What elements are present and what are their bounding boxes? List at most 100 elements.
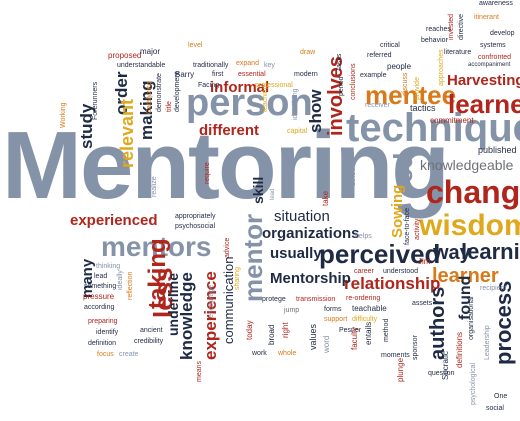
word-skill: skill	[250, 176, 266, 204]
word-focus: focus	[97, 351, 114, 358]
word-usually: usually	[270, 245, 322, 262]
word-published: published	[478, 145, 517, 155]
word-forms: forms	[324, 306, 342, 313]
word-assets: assets	[412, 300, 433, 307]
word-sharing: sharing	[234, 267, 241, 290]
word-situation: situation	[274, 208, 330, 225]
word-title: title	[166, 101, 173, 112]
word-teaching: teaching	[262, 85, 269, 112]
word-show: show	[306, 89, 325, 133]
word-awareness: awareness	[479, 0, 513, 7]
word-proposed: proposed	[108, 51, 142, 60]
word-capital: capital	[287, 128, 308, 135]
word-something: something	[84, 283, 117, 290]
word-moments: method	[383, 318, 390, 342]
word-example: example	[360, 72, 387, 79]
word-social: One	[494, 393, 508, 400]
word-major: major	[140, 47, 161, 56]
word-since: lead	[270, 188, 276, 200]
word-level: draw	[300, 49, 316, 56]
word-create: create	[119, 351, 139, 358]
word-right: right	[281, 322, 290, 338]
word-discuss: discuss	[402, 72, 409, 96]
word-catalyzing: Catalyzing	[146, 81, 153, 114]
word-understood: understood	[383, 268, 419, 275]
word-facing: values	[308, 323, 318, 350]
word-method: plunge	[396, 357, 405, 382]
word-directive: directive	[458, 13, 465, 40]
word-referred: referred	[367, 52, 392, 59]
word-learner-top: learner	[448, 89, 520, 119]
word-authors: authors	[427, 286, 449, 360]
word-protege: protege	[262, 296, 286, 303]
word-systems: systems	[480, 42, 506, 49]
word-develop: develop	[490, 30, 515, 37]
word-ed: ed	[388, 152, 418, 183]
word-learning: learning	[461, 239, 520, 264]
word-ancient: ancient	[140, 327, 163, 334]
word-activity: activity	[414, 218, 421, 240]
word-career: career	[354, 268, 374, 275]
word-behavior: behavior	[421, 37, 448, 44]
word-provide: provide	[414, 77, 421, 100]
word-organizations: organizations	[262, 225, 360, 242]
word-jump: Pesner	[339, 327, 362, 334]
word-relevant: relevant	[117, 98, 137, 168]
word-different: different	[199, 122, 259, 139]
word-according: according	[84, 304, 115, 311]
word-reaches: reaches	[426, 26, 451, 33]
word-re-ordering: re-ordering	[346, 295, 381, 302]
word-working: Working	[60, 102, 67, 128]
word-literature: literature	[444, 49, 472, 56]
word-broad: broad	[267, 324, 276, 345]
word-one: level	[188, 42, 203, 49]
word-critical: key	[264, 62, 275, 69]
word-modern: modern	[294, 71, 318, 78]
word-faculty: word	[322, 335, 331, 353]
word-showing: jump	[284, 307, 300, 314]
word-definitions: Socratic	[441, 351, 450, 380]
word-informal: informal	[210, 79, 270, 96]
word-word: require	[204, 162, 211, 184]
word-today: today	[245, 320, 254, 340]
word-approaches: approaches	[438, 49, 445, 86]
word-barry: Barry	[175, 70, 195, 79]
word-techniques: techniques	[346, 106, 520, 150]
word-period: period	[338, 76, 345, 96]
word-way: way	[433, 242, 471, 264]
word-traditionally: traditionally	[193, 62, 229, 69]
word-understandable: understandable	[117, 62, 166, 69]
word-entails: faculty	[350, 326, 359, 350]
word-people: people	[387, 62, 412, 71]
word-identifying: identifying	[292, 88, 299, 120]
word-credibility: credibility	[134, 338, 164, 345]
word-lead: lead	[94, 273, 108, 280]
word-mentee: mentee	[365, 80, 457, 110]
word-definition: definition	[88, 340, 117, 347]
word-wisdom: wisdom	[419, 209, 520, 242]
word-learner-mid: learner	[432, 265, 499, 287]
word-invested: invested	[448, 13, 455, 40]
word-first: first	[212, 71, 224, 78]
word-encourage: encourage	[208, 284, 215, 318]
word-harvesting: Harvesting	[447, 72, 520, 89]
word-experienced: experienced	[70, 212, 158, 229]
word-require: take	[321, 190, 330, 206]
word-draw: critical	[380, 42, 400, 49]
word-knowledgeable: knowledgeable	[420, 157, 514, 173]
word-ideally: ideally	[117, 270, 124, 290]
word-work: work	[252, 350, 267, 357]
word-jim: Jim	[418, 257, 431, 266]
word-organisational: organisational	[468, 296, 475, 340]
word-recipient: recipient	[480, 285, 507, 292]
word-process: process	[491, 280, 516, 365]
word-itinerant: itinerant	[474, 14, 499, 21]
word-forerunners: Forerunners	[92, 81, 99, 120]
word-values: entails	[364, 321, 373, 345]
word-underline: underline	[165, 272, 181, 336]
word-development: development	[174, 71, 181, 112]
word-leadership: Leadership	[484, 325, 491, 360]
word-demonstrate: demonstrate	[156, 73, 163, 112]
word-relationship: relationship	[344, 274, 441, 293]
word-mentorship: Mentorship	[270, 270, 351, 287]
